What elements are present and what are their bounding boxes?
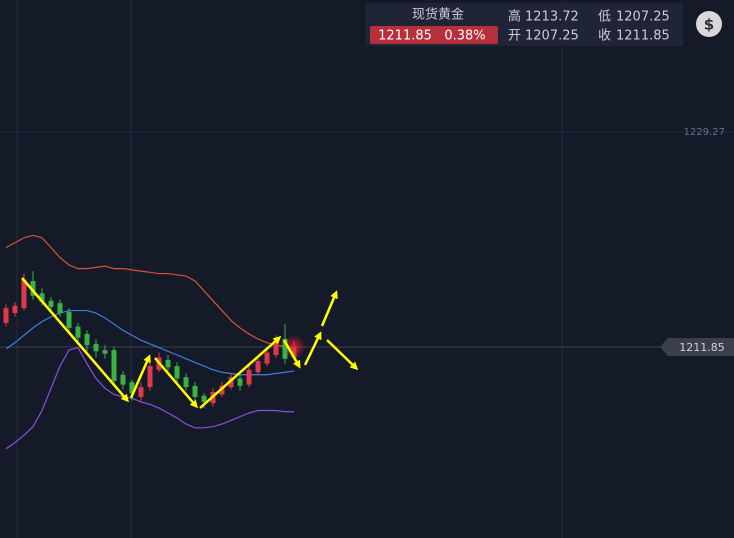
price-badge (370, 26, 498, 44)
close-label: 收 (598, 29, 611, 44)
candle-body (264, 352, 270, 364)
candle-body (3, 308, 9, 323)
price: 1211.85 (378, 29, 432, 44)
candle-body (165, 359, 171, 368)
arrow (326, 339, 359, 371)
candle-body (138, 387, 144, 397)
y-tick-label: 1229.27 (684, 127, 725, 138)
change: 0.38% (444, 29, 485, 44)
arrow (320, 290, 338, 327)
candle-body (237, 378, 243, 386)
candle-body (183, 377, 189, 388)
candle-body (201, 395, 207, 402)
arrow (199, 336, 282, 409)
high-label: 高 (508, 9, 521, 25)
candle-body (129, 382, 135, 394)
currency-icon[interactable]: $ (704, 16, 714, 34)
low-label: 低 (598, 10, 611, 25)
candle-body (174, 366, 180, 379)
candle-body (246, 369, 252, 385)
price-tag-label: 1211.85 (679, 341, 725, 354)
candle-body (12, 305, 18, 314)
candle-body (120, 374, 126, 385)
currency-icon-bg[interactable] (696, 11, 722, 37)
candle-body (84, 334, 90, 346)
candle-body (66, 311, 72, 328)
annotation-arrows (21, 277, 359, 409)
candle-body (39, 293, 45, 302)
candle-body (291, 346, 297, 358)
close-value: 1211.85 (616, 29, 670, 44)
candle-body (111, 350, 117, 381)
candle-body (102, 350, 108, 354)
arrow (154, 357, 198, 409)
quote-panel: 现货黄金 1211.85 0.38% 高 1213.72 低 1207.25 开… (366, 3, 683, 46)
candle-body (48, 300, 54, 307)
candle-body (147, 366, 153, 388)
candle-body (21, 279, 27, 309)
open-label: 开 (508, 29, 521, 44)
high-value: 1213.72 (525, 10, 579, 25)
candle-body (255, 361, 261, 373)
arrow (129, 354, 151, 399)
candle-body (273, 340, 279, 356)
candle-body (93, 343, 99, 352)
instrument-name: 现货黄金 (412, 7, 464, 23)
band-line (5, 346, 294, 450)
candle-body (282, 338, 288, 359)
low-value: 1207.25 (616, 10, 670, 25)
band-line (5, 234, 295, 349)
currency-button[interactable]: $ (696, 11, 722, 37)
candle-body (57, 303, 63, 314)
arrow (282, 339, 301, 369)
arrow (21, 277, 129, 403)
candle-body (192, 385, 198, 397)
plot: 1229.27 (0, 127, 734, 450)
candle-body (75, 326, 81, 338)
arrow (303, 331, 322, 366)
open-value: 1207.25 (525, 29, 579, 44)
price-tag (660, 337, 734, 356)
candle-body (30, 280, 36, 296)
